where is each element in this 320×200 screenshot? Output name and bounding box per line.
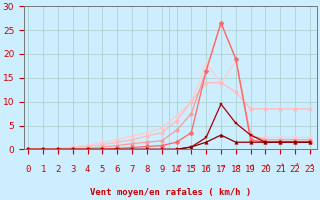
Text: ↗: ↗ — [307, 163, 313, 169]
X-axis label: Vent moyen/en rafales ( km/h ): Vent moyen/en rafales ( km/h ) — [90, 188, 251, 197]
Text: ↗: ↗ — [292, 163, 298, 169]
Text: ↗: ↗ — [277, 163, 284, 169]
Text: ↗: ↗ — [232, 163, 239, 170]
Text: ↗: ↗ — [173, 163, 180, 170]
Text: ↗: ↗ — [217, 163, 225, 170]
Text: ↗: ↗ — [247, 163, 254, 170]
Text: ↗: ↗ — [188, 163, 195, 170]
Text: ↗: ↗ — [203, 163, 210, 170]
Text: ↗: ↗ — [262, 163, 269, 169]
